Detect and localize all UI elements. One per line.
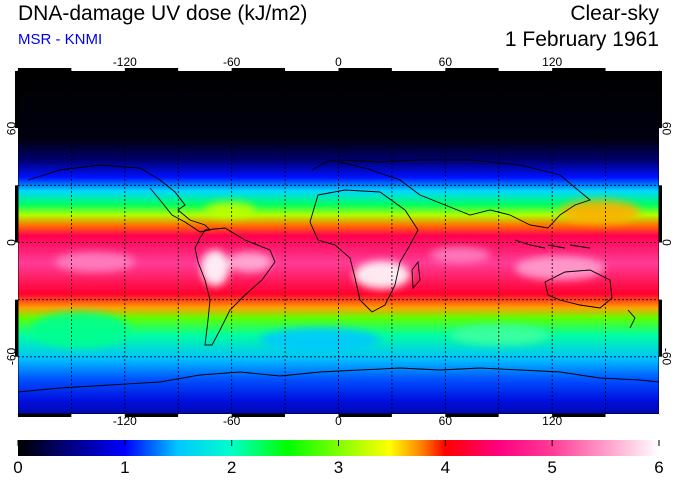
frame-tick-segment [498, 68, 553, 71]
frame-tick-segment [124, 68, 179, 71]
frame-tick-segment [338, 414, 392, 417]
australia-coast [544, 269, 613, 309]
lon-tick-label-top: 60 [438, 55, 452, 69]
coastlines [18, 159, 659, 393]
map-title: DNA-damage UV dose (kJ/m2) [18, 2, 308, 25]
frame-tick-segment [231, 414, 286, 417]
frame-tick-segment [498, 414, 553, 417]
lat-tick-label-right: -60 [659, 348, 674, 366]
frame-tick-segment [605, 414, 659, 417]
africa-coast [309, 189, 419, 313]
frame-tick-segment [391, 68, 446, 71]
frame-tick-segment [659, 356, 662, 414]
lat-tick-label-right: 0 [659, 239, 674, 246]
frame-tick-segment [552, 414, 606, 417]
frame-tick-segment [231, 68, 286, 71]
frame-tick-segment [15, 128, 18, 186]
colorbar-label: 2 [226, 458, 237, 477]
madagascar-coast [411, 260, 421, 290]
lon-tick-label-bottom: 0 [335, 414, 342, 428]
frame-tick-segment [659, 299, 662, 357]
frame-tick-segment [659, 185, 662, 243]
frame-tick-segment [285, 414, 339, 417]
europe-asia-coast [311, 159, 591, 229]
colorbar-label: 4 [440, 458, 451, 477]
frame-tick-segment [178, 68, 232, 71]
frame-tick-segment [391, 414, 446, 417]
date-label: 1 February 1961 [504, 28, 659, 51]
indonesia-coast [514, 239, 591, 249]
frame-tick-segment [15, 356, 18, 414]
antarctica-coast [18, 367, 659, 393]
lon-tick-label-top: -120 [112, 55, 137, 69]
frame-tick-segment [15, 185, 18, 243]
frame-tick-segment [285, 68, 339, 71]
colorbar-ticks [17, 440, 660, 446]
frame-tick-segment [15, 242, 18, 300]
edge-tick-bars [15, 68, 662, 417]
frame-tick-segment [18, 68, 72, 71]
frame-tick-segment [445, 414, 499, 417]
lon-tick-label-bottom: 120 [542, 414, 563, 428]
lat-tick-label-left: 0 [4, 239, 19, 246]
frame-tick-segment [659, 128, 662, 186]
lon-tick-label-bottom: -120 [112, 414, 137, 428]
frame-tick-segment [178, 414, 232, 417]
frame-tick-segment [15, 71, 18, 129]
frame-tick-segment [71, 68, 125, 71]
frame-tick-segment [15, 299, 18, 357]
colorbar-label: 3 [333, 458, 344, 477]
sky-condition: Clear-sky [570, 2, 659, 25]
lon-tick-label-top: 120 [542, 55, 563, 69]
lat-tick-label-left: -60 [4, 348, 19, 366]
colorbar-label: 6 [654, 458, 664, 477]
colorbar-label: 5 [547, 458, 557, 477]
new-zealand-coast [627, 309, 636, 329]
frame-tick-segment [71, 414, 125, 417]
frame-tick-segment [659, 71, 662, 129]
graticule [18, 71, 659, 414]
frame-tick-segment [338, 68, 392, 71]
lat-tick-label-right: 60 [659, 121, 674, 135]
credit-label: MSR - KNMI [18, 31, 103, 48]
frame-tick-segment [659, 242, 662, 300]
frame-tick-segment [18, 414, 72, 417]
colorbar-label: 0 [13, 458, 23, 477]
south-america-coast [194, 227, 276, 346]
lon-tick-label-bottom: 60 [438, 414, 452, 428]
lat-tick-label-left: 60 [4, 121, 19, 135]
frame-tick-segment [124, 414, 179, 417]
frame-tick-segment [605, 68, 659, 71]
lon-tick-label-top: 0 [335, 55, 342, 69]
lon-tick-label-bottom: -60 [222, 414, 241, 428]
lon-tick-label-top: -60 [222, 55, 241, 69]
frame-tick-segment [552, 68, 606, 71]
north-america-coast [27, 164, 211, 233]
frame-tick-segment [445, 68, 499, 71]
colorbar-label: 1 [120, 458, 130, 477]
colorbar [18, 440, 659, 456]
